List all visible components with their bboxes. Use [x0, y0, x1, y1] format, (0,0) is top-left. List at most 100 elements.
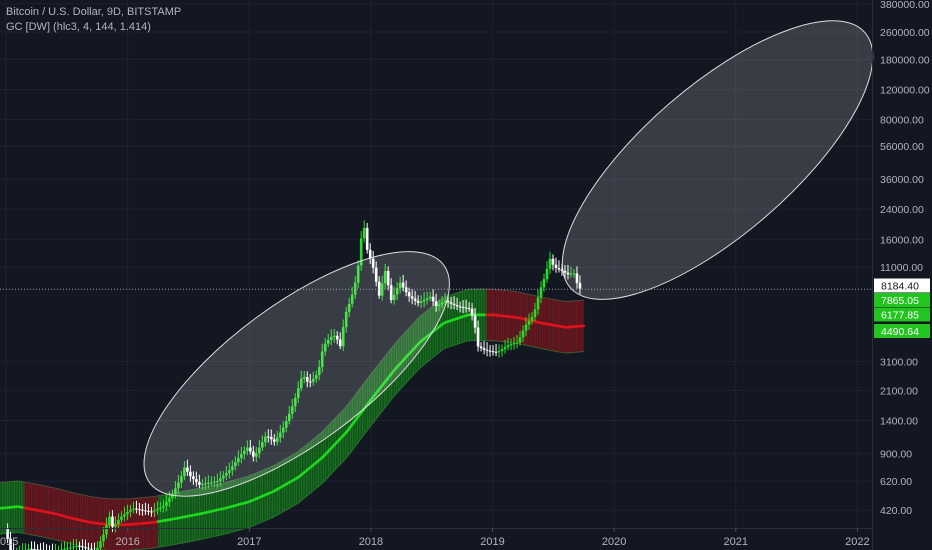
- candle: [503, 339, 507, 354]
- candle: [449, 297, 453, 310]
- candle: [506, 337, 510, 351]
- candle: [572, 268, 576, 278]
- candle: [362, 220, 366, 243]
- candle-body: [560, 269, 564, 271]
- candle-body: [314, 375, 318, 379]
- candle: [500, 344, 504, 357]
- candle: [527, 313, 531, 330]
- candle-body: [515, 342, 519, 344]
- price-axis: 380000.00 260000.00 180000.00 120000.00 8000…: [880, 0, 930, 517]
- candle-body: [180, 476, 183, 483]
- candle: [126, 504, 129, 520]
- candle-body: [404, 287, 408, 293]
- candle: [509, 338, 513, 351]
- candle: [404, 280, 408, 297]
- candle: [210, 476, 213, 486]
- candle-body: [186, 467, 189, 472]
- candle: [335, 331, 339, 345]
- candle: [395, 282, 399, 301]
- candle: [458, 301, 462, 313]
- candle: [491, 345, 495, 356]
- candle-body: [443, 300, 447, 303]
- candle-body: [326, 339, 330, 344]
- candle: [485, 342, 489, 357]
- candle: [19, 545, 21, 550]
- candle: [63, 541, 66, 550]
- candle: [72, 539, 75, 550]
- candle-body: [383, 271, 387, 284]
- candle: [539, 281, 543, 304]
- candle-body: [201, 484, 204, 486]
- y-tick-label: 380000.00: [880, 0, 930, 11]
- candle: [168, 491, 171, 507]
- candle: [311, 371, 315, 386]
- candle-body: [117, 519, 120, 525]
- y-tick-label: 180000.00: [880, 54, 930, 66]
- candle: [156, 501, 159, 515]
- candle: [323, 338, 327, 356]
- candle-body: [518, 337, 522, 343]
- candle-body: [216, 481, 219, 483]
- candle-body: [329, 336, 333, 340]
- candle: [290, 398, 294, 419]
- candle-body: [261, 442, 264, 448]
- candle: [87, 542, 90, 550]
- y-tick-label: 16000.00: [880, 234, 924, 246]
- candle: [488, 344, 492, 357]
- candle: [467, 302, 471, 312]
- candle: [22, 543, 24, 550]
- candle: [545, 261, 549, 283]
- candle-body: [6, 528, 9, 540]
- ellipse-annotation-1: [143, 251, 450, 497]
- candle-body: [156, 508, 159, 511]
- candle-body: [210, 482, 213, 484]
- candle: [407, 287, 411, 302]
- candle-body: [386, 271, 390, 286]
- candle: [177, 474, 180, 495]
- candle-body: [452, 303, 456, 306]
- candle-body: [102, 534, 105, 542]
- y-tick-label: 3100.00: [880, 356, 918, 368]
- candle: [219, 471, 222, 487]
- candle: [183, 461, 186, 481]
- candle-body: [398, 282, 402, 289]
- candle: [314, 370, 318, 384]
- candle-body: [365, 227, 369, 250]
- candle-body: [266, 436, 270, 438]
- candle: [243, 446, 246, 460]
- candle-body: [33, 548, 36, 550]
- value-label-text: 6177.85: [881, 310, 919, 322]
- candle-body: [308, 381, 312, 383]
- value-label-text: 7865.05: [881, 295, 919, 307]
- candle-body: [231, 466, 234, 471]
- y-tick-label: 80000.00: [880, 115, 924, 127]
- candle: [437, 299, 441, 312]
- candle-body: [63, 548, 66, 550]
- candle: [84, 539, 87, 550]
- candle-body: [566, 272, 570, 275]
- candle-body: [446, 300, 450, 303]
- candle-body: [243, 450, 246, 454]
- candle: [195, 471, 198, 487]
- candle-body: [425, 298, 429, 300]
- candle-body: [129, 509, 132, 512]
- x-tick-label: 2019: [480, 536, 504, 548]
- candle-body: [482, 348, 486, 350]
- chart-legend: Bitcoin / U.S. Dollar, 9D, BITSTAMP GC […: [6, 5, 181, 35]
- candle-body: [500, 349, 504, 352]
- candle: [416, 295, 420, 307]
- candle-body: [141, 509, 144, 511]
- candle: [569, 266, 573, 278]
- candle-body: [509, 343, 513, 346]
- candle-body: [111, 516, 114, 527]
- grid: [0, 0, 872, 528]
- candle: [6, 523, 9, 544]
- candle: [129, 504, 132, 518]
- candle: [66, 542, 69, 550]
- candle-body: [87, 548, 90, 550]
- candle: [320, 343, 324, 373]
- candle: [476, 320, 480, 352]
- candle: [30, 541, 33, 550]
- candle: [380, 275, 384, 301]
